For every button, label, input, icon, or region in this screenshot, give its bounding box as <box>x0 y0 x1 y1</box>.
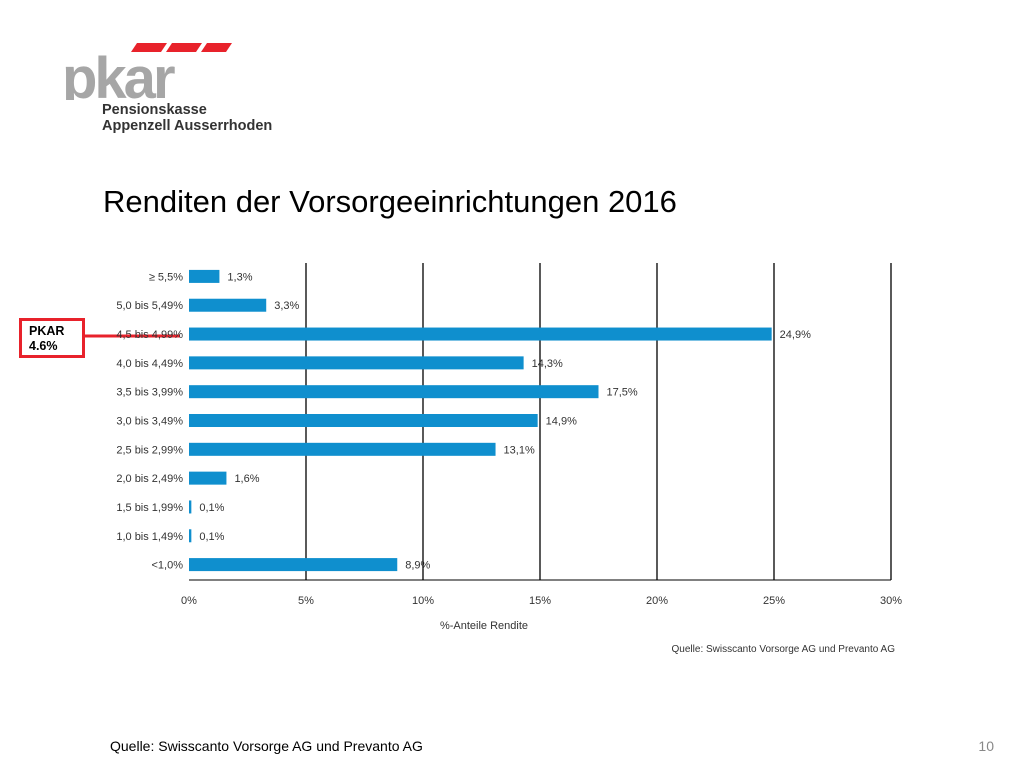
category-label: 4,5 bis 4,99% <box>116 329 183 341</box>
x-tick-label: 0% <box>181 595 197 607</box>
logo-line1: Pensionskasse <box>102 102 207 118</box>
pkar-highlight-box: PKAR 4.6% <box>19 318 85 358</box>
category-label: 2,0 bis 2,49% <box>116 473 183 485</box>
pkar-highlight-arrow <box>85 334 180 338</box>
category-label: 1,5 bis 1,99% <box>116 502 183 514</box>
chart-bars <box>189 269 772 572</box>
bar <box>189 558 398 572</box>
pkar-highlight-value: 4.6% <box>29 339 58 353</box>
category-label: 5,0 bis 5,49% <box>116 300 183 312</box>
value-label: 0,1% <box>199 531 224 543</box>
value-label: 13,1% <box>504 444 535 456</box>
x-tick-label: 10% <box>412 595 434 607</box>
value-label: 0,1% <box>199 502 224 514</box>
bar <box>189 356 524 370</box>
x-tick-label: 15% <box>529 595 551 607</box>
bar <box>189 471 227 485</box>
bar <box>189 500 192 514</box>
x-tick-label: 5% <box>298 595 314 607</box>
x-tick-label: 20% <box>646 595 668 607</box>
bar <box>189 442 496 456</box>
pkar-logo: pkar Pensionskasse Appenzell Ausserrhode… <box>62 40 282 135</box>
category-label: 3,0 bis 3,49% <box>116 416 183 428</box>
category-label: <1,0% <box>152 560 184 572</box>
logo-line2: Appenzell Ausserrhoden <box>102 118 273 134</box>
value-label: 3,3% <box>274 300 299 312</box>
category-label: 2,5 bis 2,99% <box>116 444 183 456</box>
bar <box>189 327 772 341</box>
value-label: 1,3% <box>227 271 252 283</box>
page-number: 10 <box>978 738 994 754</box>
category-label: 3,5 bis 3,99% <box>116 387 183 399</box>
category-label: 1,0 bis 1,49% <box>116 531 183 543</box>
bar <box>189 529 192 543</box>
value-label: 24,9% <box>780 329 811 341</box>
bar <box>189 385 599 399</box>
chart-category-labels: ≥ 5,5% 5,0 bis 5,49% 4,5 bis 4,99% 4,0 bis … <box>116 271 183 571</box>
x-tick-label: 25% <box>763 595 785 607</box>
chart-x-tick-labels: 0% 5% 10% 15% 20% 25% 30% <box>181 595 902 607</box>
bar <box>189 269 220 283</box>
value-label: 14,9% <box>546 416 577 428</box>
x-tick-label: 30% <box>880 595 902 607</box>
logo-subtitle: Pensionskasse Appenzell Ausserrhoden <box>102 102 272 134</box>
bar <box>189 298 267 312</box>
value-label: 1,6% <box>234 473 259 485</box>
value-label: 8,9% <box>405 560 430 572</box>
footer-source: Quelle: Swisscanto Vorsorge AG und Preva… <box>110 738 423 754</box>
chart-value-labels: 1,3% 3,3% 24,9% 14,3% 17,5% 14,9% 13,1% 1,6% 0,1… <box>199 271 811 571</box>
bar <box>189 414 538 427</box>
chart-x-axis-label: %-Anteile Rendite <box>440 620 528 632</box>
category-label: 4,0 bis 4,49% <box>116 358 183 370</box>
chart-source-note: Quelle: Swisscanto Vorsorge AG und Preva… <box>672 644 896 655</box>
category-label: ≥ 5,5% <box>149 271 183 283</box>
value-label: 14,3% <box>532 358 563 370</box>
pkar-highlight-label: PKAR <box>29 324 65 338</box>
value-label: 17,5% <box>607 387 638 399</box>
slide-title: Renditen der Vorsorgeeinrichtungen 2016 <box>103 184 677 219</box>
